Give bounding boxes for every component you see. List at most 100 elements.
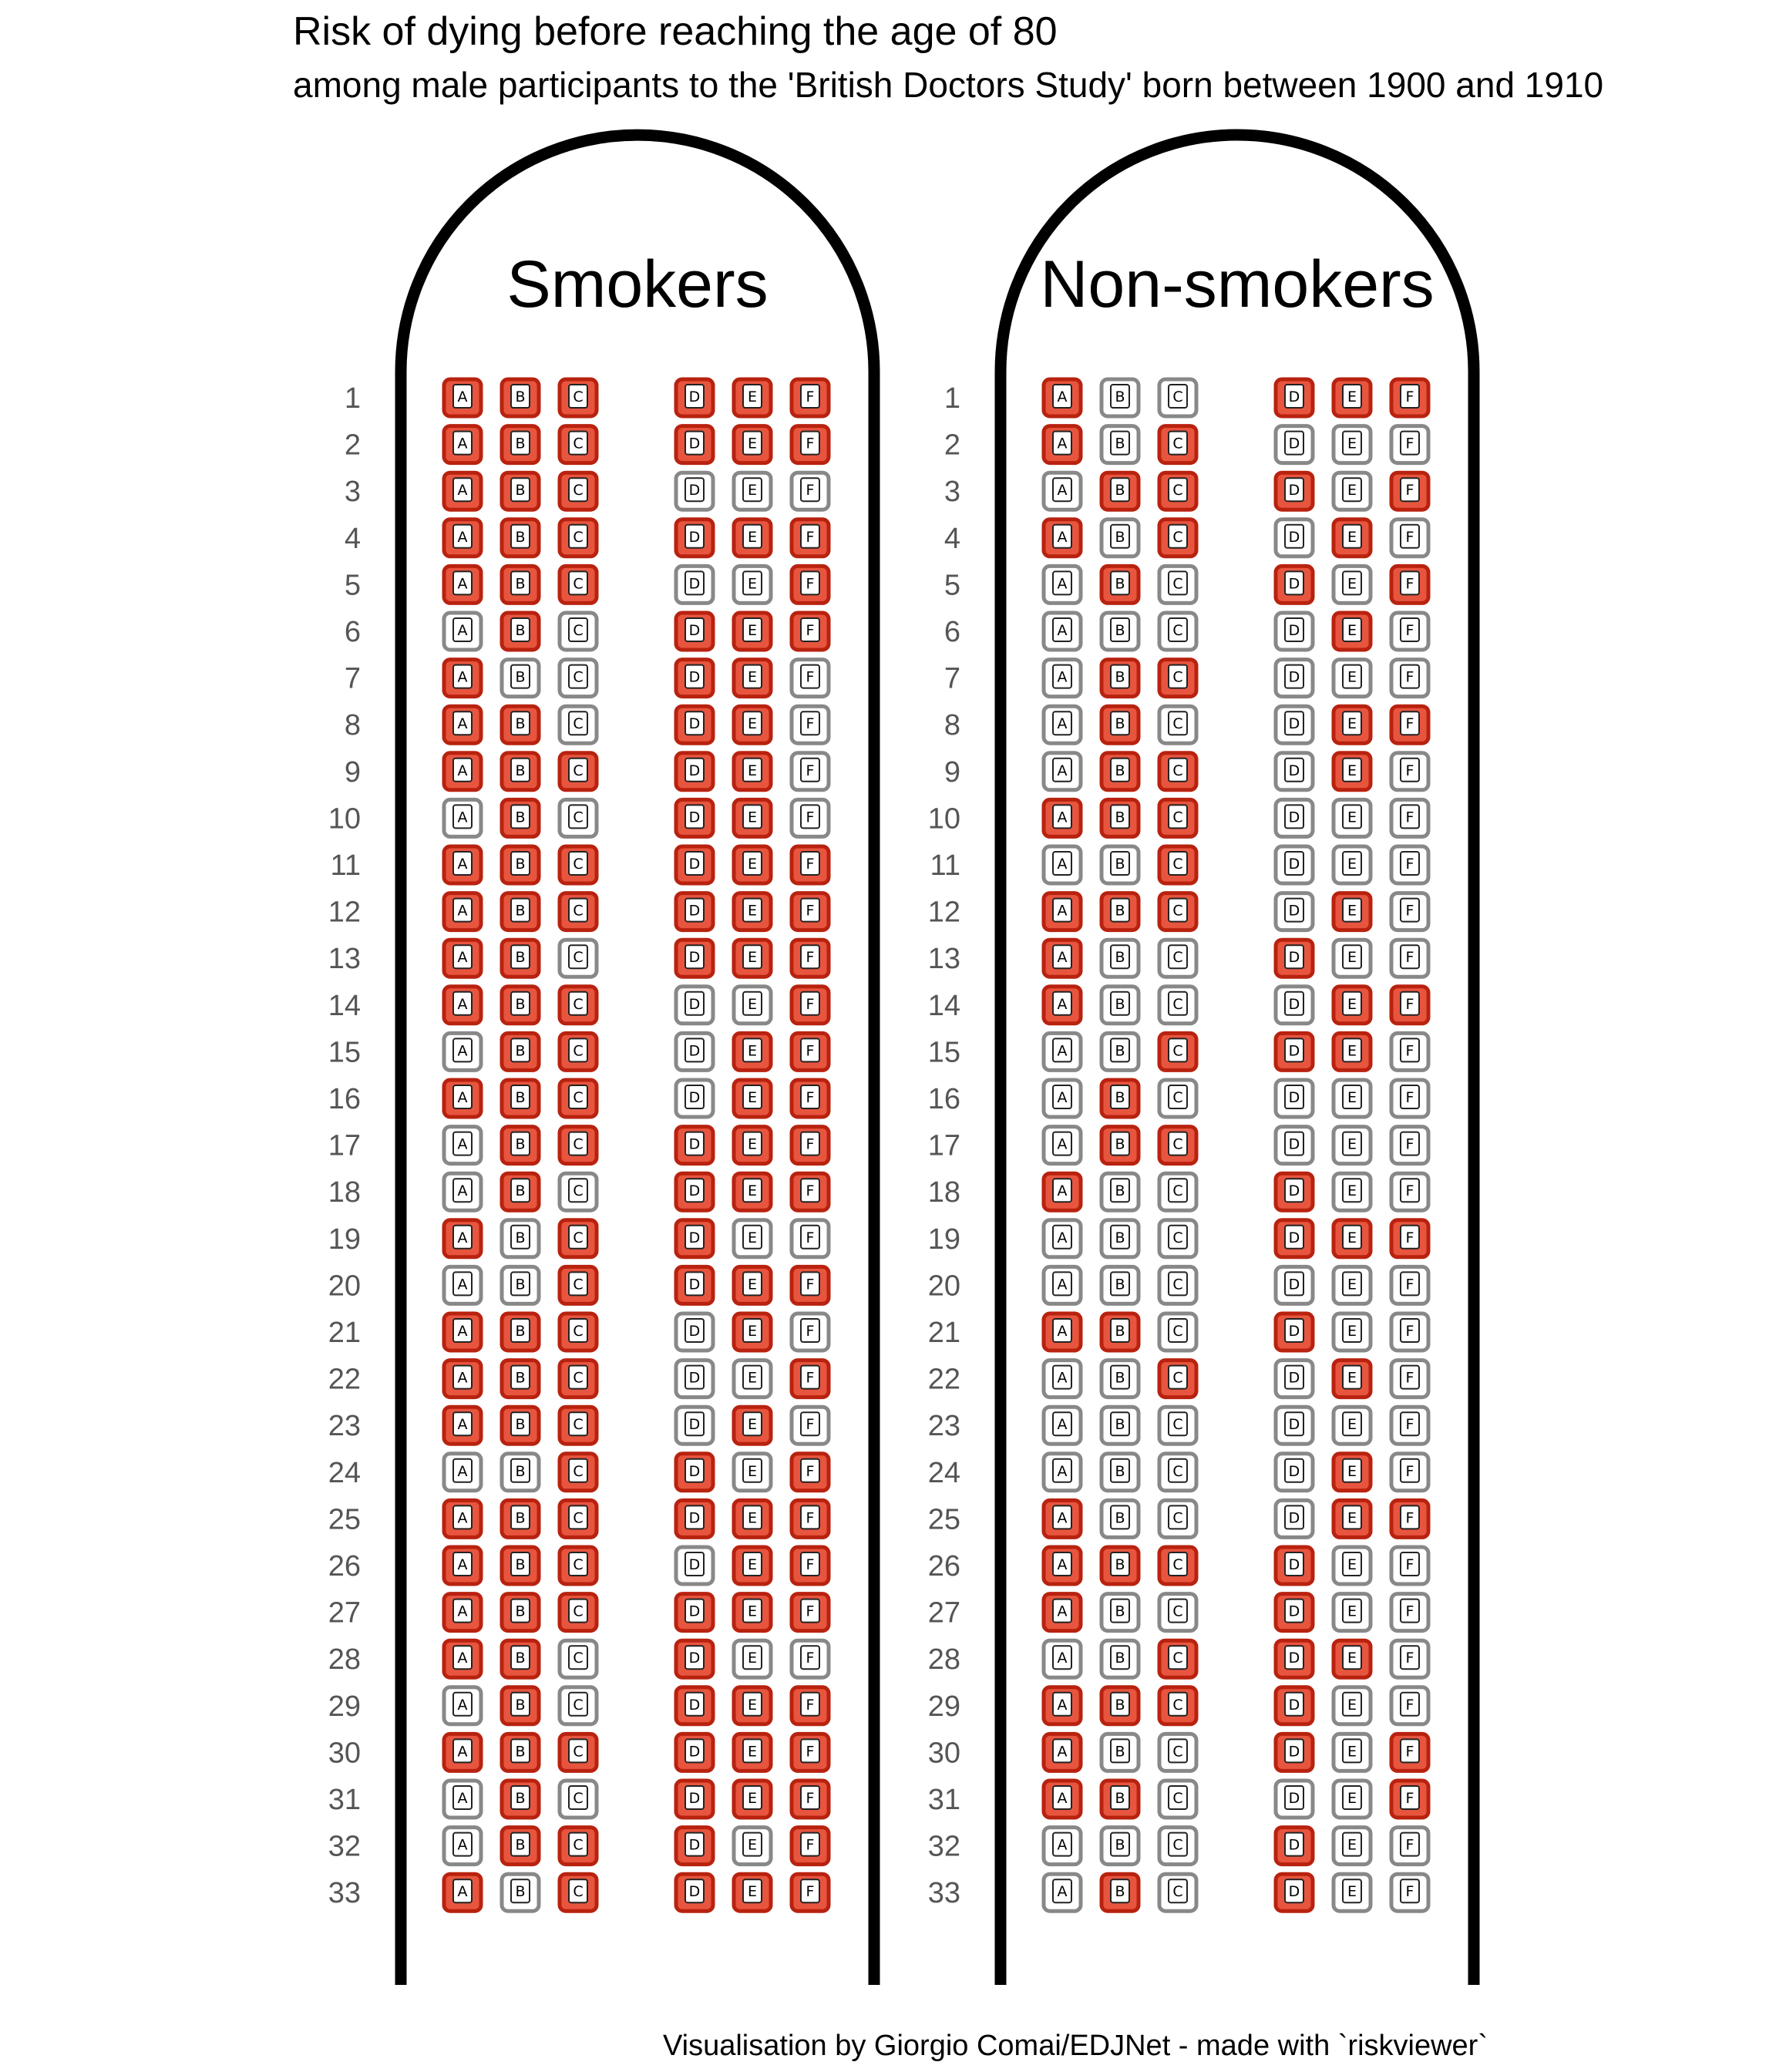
seat-18C-unaffected: C bbox=[557, 1171, 599, 1213]
svg-text:A: A bbox=[458, 482, 468, 499]
seat-20C-affected: C bbox=[557, 1264, 599, 1306]
seat-12E-affected: E bbox=[1331, 891, 1373, 933]
seat-1F-affected: F bbox=[1389, 377, 1431, 419]
svg-text:F: F bbox=[1406, 669, 1414, 686]
svg-text:A: A bbox=[1058, 436, 1068, 452]
seat-31E-unaffected: E bbox=[1331, 1778, 1373, 1820]
svg-text:D: D bbox=[1289, 1370, 1300, 1387]
seat-16D-unaffected: D bbox=[1273, 1078, 1315, 1119]
svg-text:B: B bbox=[1115, 1089, 1125, 1106]
seat-8A-unaffected: A bbox=[1041, 704, 1083, 745]
svg-text:A: A bbox=[458, 1743, 468, 1760]
svg-text:C: C bbox=[573, 1790, 583, 1807]
svg-text:C: C bbox=[573, 1463, 583, 1480]
seat-23F-unaffected: F bbox=[789, 1404, 831, 1446]
seat-16A-affected: A bbox=[442, 1078, 483, 1119]
row-number: 19 bbox=[928, 1223, 960, 1256]
seat-31F-affected: F bbox=[789, 1778, 831, 1820]
svg-text:D: D bbox=[689, 529, 701, 546]
seat-28B-affected: B bbox=[500, 1638, 541, 1680]
svg-text:F: F bbox=[806, 622, 815, 639]
seat-24B-unaffected: B bbox=[1099, 1451, 1141, 1493]
svg-text:A: A bbox=[1058, 762, 1068, 779]
seat-23B-affected: B bbox=[500, 1404, 541, 1446]
seat-15E-affected: E bbox=[1331, 1031, 1373, 1072]
svg-text:C: C bbox=[1172, 856, 1182, 873]
svg-text:F: F bbox=[1406, 575, 1414, 592]
seat-33C-unaffected: C bbox=[1157, 1872, 1199, 1913]
row-number: 9 bbox=[345, 756, 361, 789]
seat-33D-affected: D bbox=[674, 1872, 715, 1913]
svg-text:C: C bbox=[1172, 1136, 1182, 1153]
seat-1A-affected: A bbox=[1041, 377, 1083, 419]
row-number: 18 bbox=[328, 1176, 361, 1209]
seat-10D-unaffected: D bbox=[1273, 797, 1315, 839]
seat-28A-affected: A bbox=[442, 1638, 483, 1680]
seat-5F-affected: F bbox=[789, 563, 831, 605]
row-number: 26 bbox=[928, 1550, 960, 1583]
svg-text:C: C bbox=[573, 1883, 583, 1900]
svg-text:F: F bbox=[1406, 1556, 1414, 1573]
svg-text:A: A bbox=[458, 1650, 468, 1667]
svg-text:A: A bbox=[458, 1697, 468, 1714]
svg-text:A: A bbox=[1058, 856, 1068, 873]
svg-text:C: C bbox=[573, 1837, 583, 1854]
svg-text:F: F bbox=[806, 1042, 815, 1059]
svg-text:F: F bbox=[1406, 1650, 1414, 1667]
panel-title: Smokers bbox=[506, 247, 768, 321]
seat-33F-affected: F bbox=[789, 1872, 831, 1913]
seat-25B-affected: B bbox=[500, 1498, 541, 1539]
svg-text:C: C bbox=[1172, 1323, 1182, 1340]
seat-8C-unaffected: C bbox=[1157, 704, 1199, 745]
seat-11D-affected: D bbox=[674, 844, 715, 886]
seat-31B-affected: B bbox=[1099, 1778, 1141, 1820]
seat-32E-unaffected: E bbox=[1331, 1825, 1373, 1867]
svg-text:D: D bbox=[1289, 575, 1300, 592]
row-number: 32 bbox=[928, 1831, 960, 1863]
svg-text:E: E bbox=[748, 1556, 757, 1573]
row-number: 5 bbox=[944, 569, 960, 601]
seat-25A-affected: A bbox=[1041, 1498, 1083, 1539]
svg-text:C: C bbox=[573, 1089, 583, 1106]
seat-12A-affected: A bbox=[1041, 891, 1083, 933]
svg-text:F: F bbox=[806, 809, 815, 826]
svg-text:B: B bbox=[515, 1182, 525, 1199]
seat-15C-affected: C bbox=[557, 1031, 599, 1072]
seat-33E-affected: E bbox=[732, 1872, 773, 1913]
seat-25C-affected: C bbox=[557, 1498, 599, 1539]
seat-25A-affected: A bbox=[442, 1498, 483, 1539]
seat-24C-unaffected: C bbox=[1157, 1451, 1199, 1493]
svg-text:D: D bbox=[689, 1790, 701, 1807]
seat-28F-unaffected: F bbox=[789, 1638, 831, 1680]
svg-text:B: B bbox=[1115, 949, 1125, 966]
svg-text:B: B bbox=[1115, 436, 1125, 452]
row-number: 1 bbox=[345, 382, 361, 415]
svg-text:D: D bbox=[1289, 529, 1300, 546]
svg-text:B: B bbox=[515, 1509, 525, 1526]
seat-19D-affected: D bbox=[674, 1218, 715, 1260]
fuselage-outline bbox=[994, 129, 1480, 1985]
seat-5D-affected: D bbox=[1273, 563, 1315, 605]
seat-28E-unaffected: E bbox=[732, 1638, 773, 1680]
row-number: 29 bbox=[928, 1690, 960, 1723]
svg-text:A: A bbox=[458, 1416, 468, 1433]
svg-text:B: B bbox=[515, 1883, 525, 1900]
svg-text:A: A bbox=[458, 1837, 468, 1854]
svg-text:A: A bbox=[458, 1323, 468, 1340]
seat-7E-unaffected: E bbox=[1331, 658, 1373, 699]
svg-text:F: F bbox=[806, 1556, 815, 1573]
seat-27A-affected: A bbox=[1041, 1592, 1083, 1633]
seat-30B-unaffected: B bbox=[1099, 1731, 1141, 1773]
svg-text:C: C bbox=[573, 1650, 583, 1667]
seat-21F-unaffected: F bbox=[789, 1311, 831, 1353]
svg-text:D: D bbox=[689, 1182, 701, 1199]
svg-text:E: E bbox=[748, 529, 757, 546]
seat-18F-unaffected: F bbox=[1389, 1171, 1431, 1213]
seat-30D-affected: D bbox=[1273, 1731, 1315, 1773]
seat-25F-affected: F bbox=[1389, 1498, 1431, 1539]
svg-text:D: D bbox=[689, 1229, 701, 1246]
row-number: 7 bbox=[345, 663, 361, 695]
svg-text:F: F bbox=[806, 1837, 815, 1854]
svg-text:E: E bbox=[1347, 1883, 1357, 1900]
svg-text:D: D bbox=[1289, 1743, 1300, 1760]
